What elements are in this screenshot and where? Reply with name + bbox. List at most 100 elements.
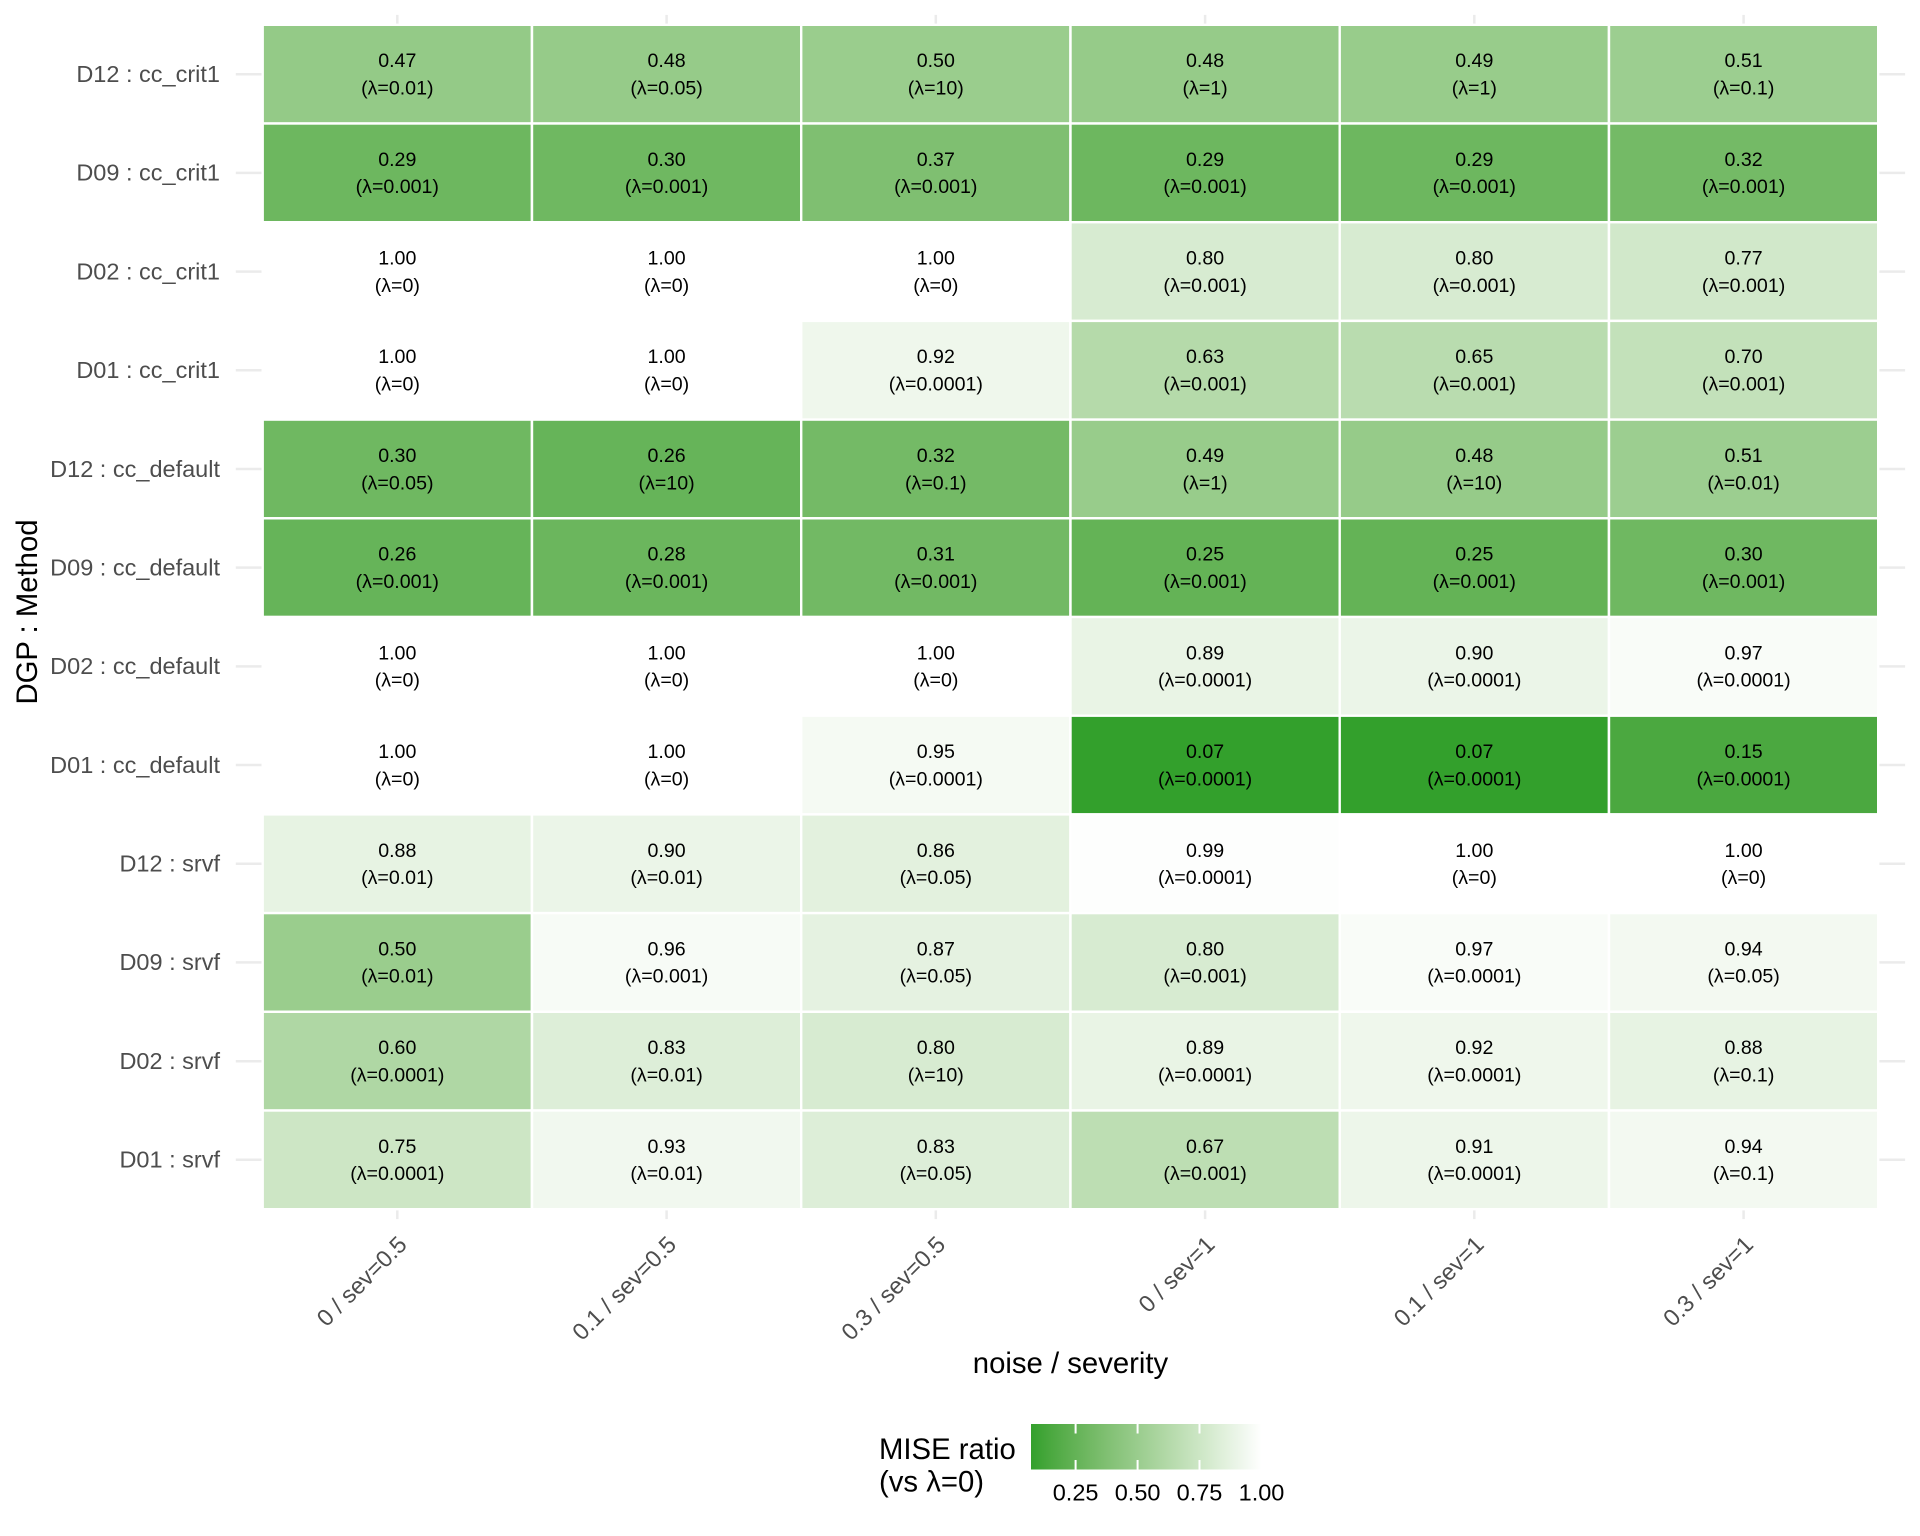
- svg-text:(λ=0.01): (λ=0.01): [1707, 472, 1779, 494]
- svg-text:(λ=0.05): (λ=0.05): [361, 472, 433, 494]
- svg-text:1.00: 1.00: [648, 346, 686, 368]
- svg-text:0.48: 0.48: [648, 50, 686, 72]
- svg-text:0.28: 0.28: [648, 544, 686, 566]
- svg-text:(λ=0): (λ=0): [375, 670, 420, 692]
- svg-text:D02 : cc_crit1: D02 : cc_crit1: [76, 258, 220, 284]
- svg-text:0.32: 0.32: [1725, 149, 1763, 171]
- svg-text:(λ=0.0001): (λ=0.0001): [1158, 768, 1252, 790]
- svg-text:(λ=10): (λ=10): [1446, 472, 1502, 494]
- svg-text:0.94: 0.94: [1725, 938, 1763, 960]
- svg-text:(λ=0.01): (λ=0.01): [361, 78, 433, 100]
- svg-text:0.93: 0.93: [648, 1136, 686, 1158]
- svg-text:0.67: 0.67: [1186, 1136, 1224, 1158]
- svg-text:D01 : srvf: D01 : srvf: [119, 1147, 220, 1173]
- svg-text:(λ=0.001): (λ=0.001): [894, 176, 977, 198]
- svg-text:1.00: 1.00: [648, 642, 686, 664]
- svg-text:1.00: 1.00: [378, 741, 416, 763]
- svg-text:(λ=0.001): (λ=0.001): [1163, 275, 1246, 297]
- svg-text:(λ=1): (λ=1): [1183, 78, 1228, 100]
- svg-text:0.29: 0.29: [1455, 149, 1493, 171]
- svg-text:0.29: 0.29: [1186, 149, 1224, 171]
- svg-text:DGP : Method: DGP : Method: [11, 519, 44, 704]
- svg-text:D02 : srvf: D02 : srvf: [119, 1048, 220, 1074]
- svg-text:0.89: 0.89: [1186, 1037, 1224, 1059]
- svg-text:D02 : cc_default: D02 : cc_default: [50, 653, 220, 679]
- svg-text:0.30: 0.30: [378, 445, 416, 467]
- svg-text:(λ=0.0001): (λ=0.0001): [1427, 768, 1521, 790]
- svg-text:(λ=0): (λ=0): [644, 768, 689, 790]
- svg-text:0.29: 0.29: [378, 149, 416, 171]
- svg-text:(λ=0.001): (λ=0.001): [1433, 571, 1516, 593]
- svg-text:(λ=0): (λ=0): [644, 275, 689, 297]
- svg-text:0.95: 0.95: [917, 741, 955, 763]
- svg-text:0.80: 0.80: [1186, 248, 1224, 270]
- svg-text:0.51: 0.51: [1725, 445, 1763, 467]
- svg-text:(λ=0): (λ=0): [913, 275, 958, 297]
- svg-text:0.80: 0.80: [1455, 248, 1493, 270]
- svg-text:(vs λ=0): (vs λ=0): [879, 1466, 984, 1499]
- svg-text:D12 : cc_crit1: D12 : cc_crit1: [76, 61, 220, 87]
- svg-text:(λ=0): (λ=0): [375, 374, 420, 396]
- svg-text:1.00: 1.00: [917, 248, 955, 270]
- svg-text:0.87: 0.87: [917, 938, 955, 960]
- svg-text:0.07: 0.07: [1186, 741, 1224, 763]
- svg-text:(λ=0.001): (λ=0.001): [1433, 176, 1516, 198]
- svg-text:(λ=10): (λ=10): [639, 472, 695, 494]
- svg-text:(λ=0.001): (λ=0.001): [625, 176, 708, 198]
- svg-text:(λ=0.0001): (λ=0.0001): [1427, 1163, 1521, 1185]
- svg-text:(λ=0.001): (λ=0.001): [1433, 275, 1516, 297]
- svg-text:D12 : cc_default: D12 : cc_default: [50, 456, 220, 482]
- svg-text:0.26: 0.26: [378, 544, 416, 566]
- svg-text:(λ=0.0001): (λ=0.0001): [1696, 670, 1790, 692]
- svg-text:0.37: 0.37: [917, 149, 955, 171]
- svg-text:0.49: 0.49: [1186, 445, 1224, 467]
- svg-text:0.63: 0.63: [1186, 346, 1224, 368]
- svg-text:0.49: 0.49: [1455, 50, 1493, 72]
- svg-text:0.26: 0.26: [648, 445, 686, 467]
- svg-text:(λ=0.001): (λ=0.001): [356, 571, 439, 593]
- svg-text:0.92: 0.92: [1455, 1037, 1493, 1059]
- svg-text:(λ=0.001): (λ=0.001): [625, 966, 708, 988]
- svg-text:1.00: 1.00: [648, 741, 686, 763]
- svg-text:0.75: 0.75: [378, 1136, 416, 1158]
- svg-text:(λ=0.001): (λ=0.001): [1163, 571, 1246, 593]
- svg-text:D09 : cc_default: D09 : cc_default: [50, 554, 220, 580]
- svg-text:noise / severity: noise / severity: [973, 1347, 1169, 1380]
- svg-text:(λ=1): (λ=1): [1452, 78, 1497, 100]
- svg-text:0.80: 0.80: [917, 1037, 955, 1059]
- svg-text:0.88: 0.88: [378, 840, 416, 862]
- svg-text:(λ=0.05): (λ=0.05): [900, 1163, 972, 1185]
- svg-text:0.75: 0.75: [1177, 1480, 1223, 1506]
- svg-text:(λ=0): (λ=0): [375, 275, 420, 297]
- svg-text:0.48: 0.48: [1455, 445, 1493, 467]
- svg-text:(λ=0): (λ=0): [1452, 867, 1497, 889]
- svg-text:1.00: 1.00: [378, 642, 416, 664]
- svg-text:(λ=1): (λ=1): [1183, 472, 1228, 494]
- svg-text:0.97: 0.97: [1455, 938, 1493, 960]
- svg-text:(λ=0.01): (λ=0.01): [630, 1163, 702, 1185]
- svg-text:0.07: 0.07: [1455, 741, 1493, 763]
- svg-text:(λ=0): (λ=0): [913, 670, 958, 692]
- svg-text:(λ=0.1): (λ=0.1): [905, 472, 967, 494]
- svg-text:0.89: 0.89: [1186, 642, 1224, 664]
- svg-text:0.99: 0.99: [1186, 840, 1224, 862]
- svg-text:1.00: 1.00: [648, 248, 686, 270]
- svg-text:(λ=0): (λ=0): [1721, 867, 1766, 889]
- svg-text:D09 : cc_crit1: D09 : cc_crit1: [76, 160, 220, 186]
- svg-text:0.31: 0.31: [917, 544, 955, 566]
- svg-text:D01 : cc_crit1: D01 : cc_crit1: [76, 357, 220, 383]
- svg-text:(λ=0.0001): (λ=0.0001): [1158, 867, 1252, 889]
- svg-text:1.00: 1.00: [1455, 840, 1493, 862]
- svg-text:(λ=0.01): (λ=0.01): [630, 1065, 702, 1087]
- svg-text:0.60: 0.60: [378, 1037, 416, 1059]
- svg-text:0.25: 0.25: [1053, 1480, 1099, 1506]
- svg-text:0.25: 0.25: [1186, 544, 1224, 566]
- svg-text:0.80: 0.80: [1186, 938, 1224, 960]
- svg-text:(λ=0.0001): (λ=0.0001): [1158, 670, 1252, 692]
- svg-text:(λ=10): (λ=10): [908, 1065, 964, 1087]
- svg-text:MISE ratio: MISE ratio: [879, 1433, 1016, 1466]
- svg-text:(λ=0): (λ=0): [375, 768, 420, 790]
- svg-text:(λ=0.0001): (λ=0.0001): [889, 768, 983, 790]
- svg-text:0.70: 0.70: [1725, 346, 1763, 368]
- svg-text:(λ=0.05): (λ=0.05): [630, 78, 702, 100]
